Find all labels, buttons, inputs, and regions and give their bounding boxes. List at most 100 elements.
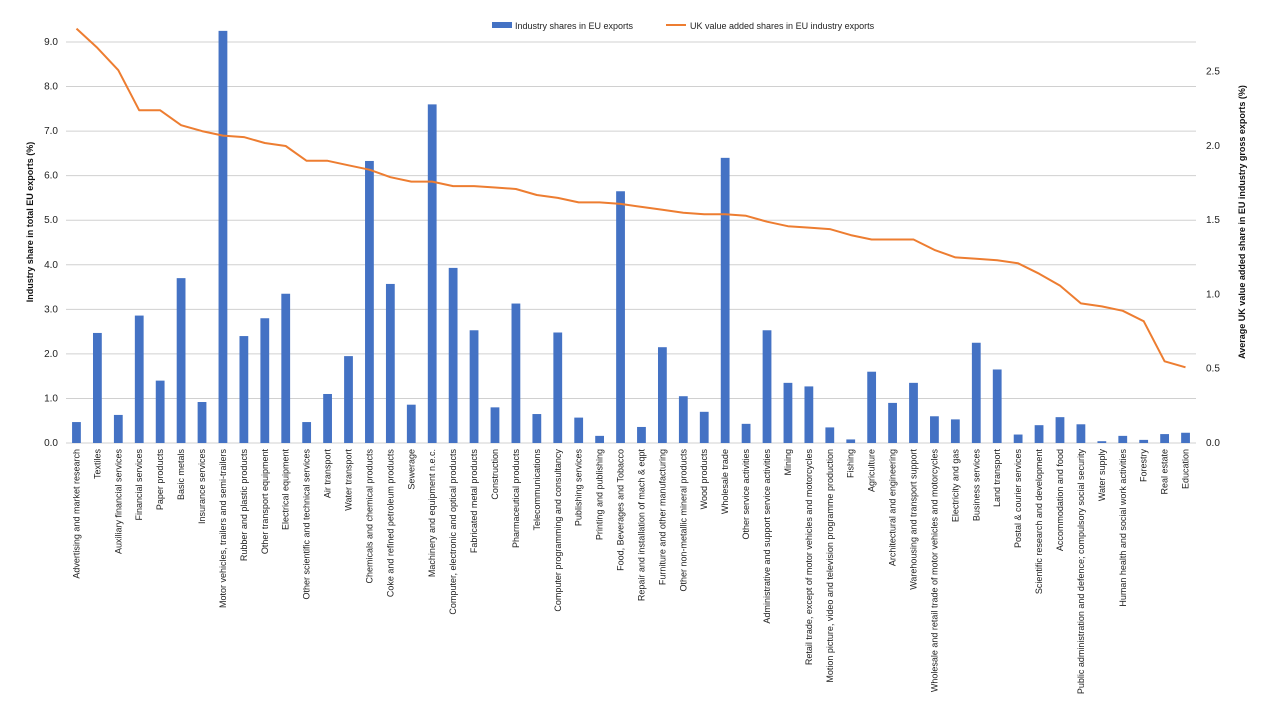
bar <box>1181 432 1190 443</box>
bar <box>574 417 584 443</box>
category-label: Wholesale and retail trade of motor vehi… <box>929 448 939 692</box>
category-label: Auxiliary financial services <box>113 448 123 554</box>
left-tick-label: 8.0 <box>44 82 58 93</box>
bar <box>260 318 270 443</box>
bar <box>783 382 793 443</box>
category-label: Computer programming and consultancy <box>553 449 563 612</box>
category-label: Business services <box>971 449 981 522</box>
category-label: Coke and refined petroleum products <box>385 449 395 598</box>
bar <box>1139 439 1149 443</box>
right-tick-label: 0.5 <box>1206 364 1220 375</box>
bar <box>406 404 416 443</box>
bar <box>1034 425 1044 443</box>
bar-series <box>72 30 1190 444</box>
bar <box>699 411 709 443</box>
bar <box>825 427 835 443</box>
bar <box>1076 424 1086 443</box>
bar <box>323 393 332 443</box>
category-label: Chemicals and chemical products <box>364 448 374 583</box>
category-label: Fishing <box>846 449 856 478</box>
bar <box>490 407 500 443</box>
category-label: Construction <box>490 449 500 500</box>
category-label: Computer, electronic and optical product… <box>448 448 458 614</box>
category-label: Public administration and defence; compu… <box>1076 448 1086 694</box>
right-tick-label: 1.0 <box>1206 289 1220 300</box>
left-tick-label: 3.0 <box>44 304 58 315</box>
bar <box>72 422 81 443</box>
bar <box>657 347 667 443</box>
bar <box>909 382 918 443</box>
bar <box>511 303 521 443</box>
category-label: Motor vehicles, trailers and semi-traile… <box>218 448 228 608</box>
right-tick-label: 1.5 <box>1206 215 1220 226</box>
bar <box>197 402 207 443</box>
bar <box>427 104 437 443</box>
bar <box>134 315 144 443</box>
bar <box>888 402 897 443</box>
category-label: Mining <box>783 449 793 476</box>
gridlines <box>66 41 1196 444</box>
bar <box>344 356 353 443</box>
left-axis-title: Industry share in total EU exports (%) <box>25 142 35 303</box>
category-label: Electricity and gas <box>950 449 960 523</box>
category-label: Other scientific and technical services <box>302 448 312 599</box>
left-tick-label: 1.0 <box>44 393 58 404</box>
category-label: Wood products <box>699 448 709 509</box>
category-label: Textiles <box>92 449 102 480</box>
bar <box>867 371 877 443</box>
category-label: Administrative and support service activ… <box>762 448 772 623</box>
bar <box>92 332 102 443</box>
category-label: Basic metals <box>176 449 186 501</box>
category-label: Electrical equipment <box>281 448 291 530</box>
left-tick-label: 6.0 <box>44 171 58 182</box>
bar <box>385 283 395 443</box>
category-label: Warehousing and transport support <box>909 449 919 590</box>
category-label: Sewerage <box>406 449 416 490</box>
bar <box>155 380 165 443</box>
bar <box>1055 417 1065 443</box>
category-label: Retail trade, except of motor vehicles a… <box>804 449 814 666</box>
category-label: Insurance services <box>197 448 207 524</box>
bar <box>1160 434 1170 443</box>
bar <box>1097 441 1107 443</box>
right-axis-title: Average UK value added share in EU indus… <box>1237 85 1247 359</box>
bar <box>176 278 186 443</box>
category-label: Scientific research and development <box>1034 449 1044 595</box>
left-tick-label: 2.0 <box>44 349 58 360</box>
category-label: Accommodation and food <box>1055 449 1065 551</box>
bar <box>762 330 772 443</box>
bar <box>218 30 228 443</box>
bar <box>281 293 291 443</box>
category-label: Other transport equipment <box>260 449 270 555</box>
category-label: Wholesale trade <box>720 449 730 514</box>
legend: Industry shares in EU exports UK value a… <box>492 21 875 31</box>
bar <box>448 267 458 443</box>
right-tick-label: 2.0 <box>1206 141 1220 152</box>
category-label: Fabricated metal products <box>469 449 479 554</box>
bar <box>113 414 123 443</box>
category-label: Repair and installation of mach & eqpt <box>637 449 647 602</box>
category-label: Other non-metallic mineral products <box>678 448 688 591</box>
left-tick-label: 0.0 <box>44 438 58 449</box>
bar <box>678 396 688 443</box>
category-label: Human health and social work activities <box>1118 449 1128 607</box>
category-label: Printing and publishing <box>595 449 605 540</box>
category-label: Land transport <box>992 449 1002 508</box>
category-label: Education <box>1181 449 1191 489</box>
category-label: Forestry <box>1139 449 1149 483</box>
category-label: Other service activities <box>741 449 751 540</box>
category-label: Machinery and equipment n.e.c. <box>427 449 437 577</box>
category-label: Advertising and market research <box>72 449 82 579</box>
bar <box>239 336 249 443</box>
bar <box>365 160 374 444</box>
bar <box>950 419 960 443</box>
bar <box>302 422 312 443</box>
line-series <box>75 27 1186 369</box>
category-label: Food, Beverages and Tobacco <box>616 449 626 571</box>
category-label: Agriculture <box>867 449 877 492</box>
category-labels: Advertising and market research Textiles A… <box>72 448 1191 694</box>
category-label: Publishing services <box>574 449 584 527</box>
category-label: Financial services <box>134 448 144 520</box>
bar <box>846 439 856 443</box>
left-tick-label: 7.0 <box>44 126 58 137</box>
